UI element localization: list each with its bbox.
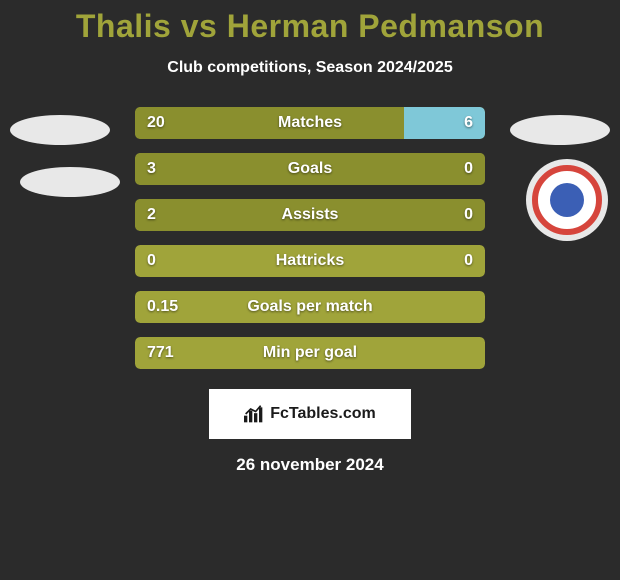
player-left-avatar xyxy=(10,115,110,145)
player-right-avatar xyxy=(510,115,610,145)
stat-row: 20Assists xyxy=(135,199,485,231)
page-root: Thalis vs Herman Pedmanson Club competit… xyxy=(0,0,620,475)
stat-row: 771Min per goal xyxy=(135,337,485,369)
player-left-club-placeholder xyxy=(20,167,120,197)
stat-row: 206Matches xyxy=(135,107,485,139)
stat-label: Goals per match xyxy=(135,291,485,323)
stat-bars: 206Matches 30Goals 20Assists 00Hattricks 0.1… xyxy=(135,107,485,383)
player-right-club-badge xyxy=(526,159,608,241)
stat-label: Hattricks xyxy=(135,245,485,277)
stat-row: 0.15Goals per match xyxy=(135,291,485,323)
branding-text: FcTables.com xyxy=(270,405,376,423)
page-subtitle: Club competitions, Season 2024/2025 xyxy=(0,59,620,77)
stat-label: Goals xyxy=(135,153,485,185)
stat-label: Assists xyxy=(135,199,485,231)
stat-label: Min per goal xyxy=(135,337,485,369)
stat-label: Matches xyxy=(135,107,485,139)
stat-row: 00Hattricks xyxy=(135,245,485,277)
stat-row: 30Goals xyxy=(135,153,485,185)
snapshot-date: 26 november 2024 xyxy=(0,455,620,475)
branding-panel: FcTables.com xyxy=(209,389,411,439)
fctables-logo-icon xyxy=(244,405,264,423)
comparison-chart: 206Matches 30Goals 20Assists 00Hattricks 0.1… xyxy=(0,107,620,377)
page-title: Thalis vs Herman Pedmanson xyxy=(0,8,620,45)
